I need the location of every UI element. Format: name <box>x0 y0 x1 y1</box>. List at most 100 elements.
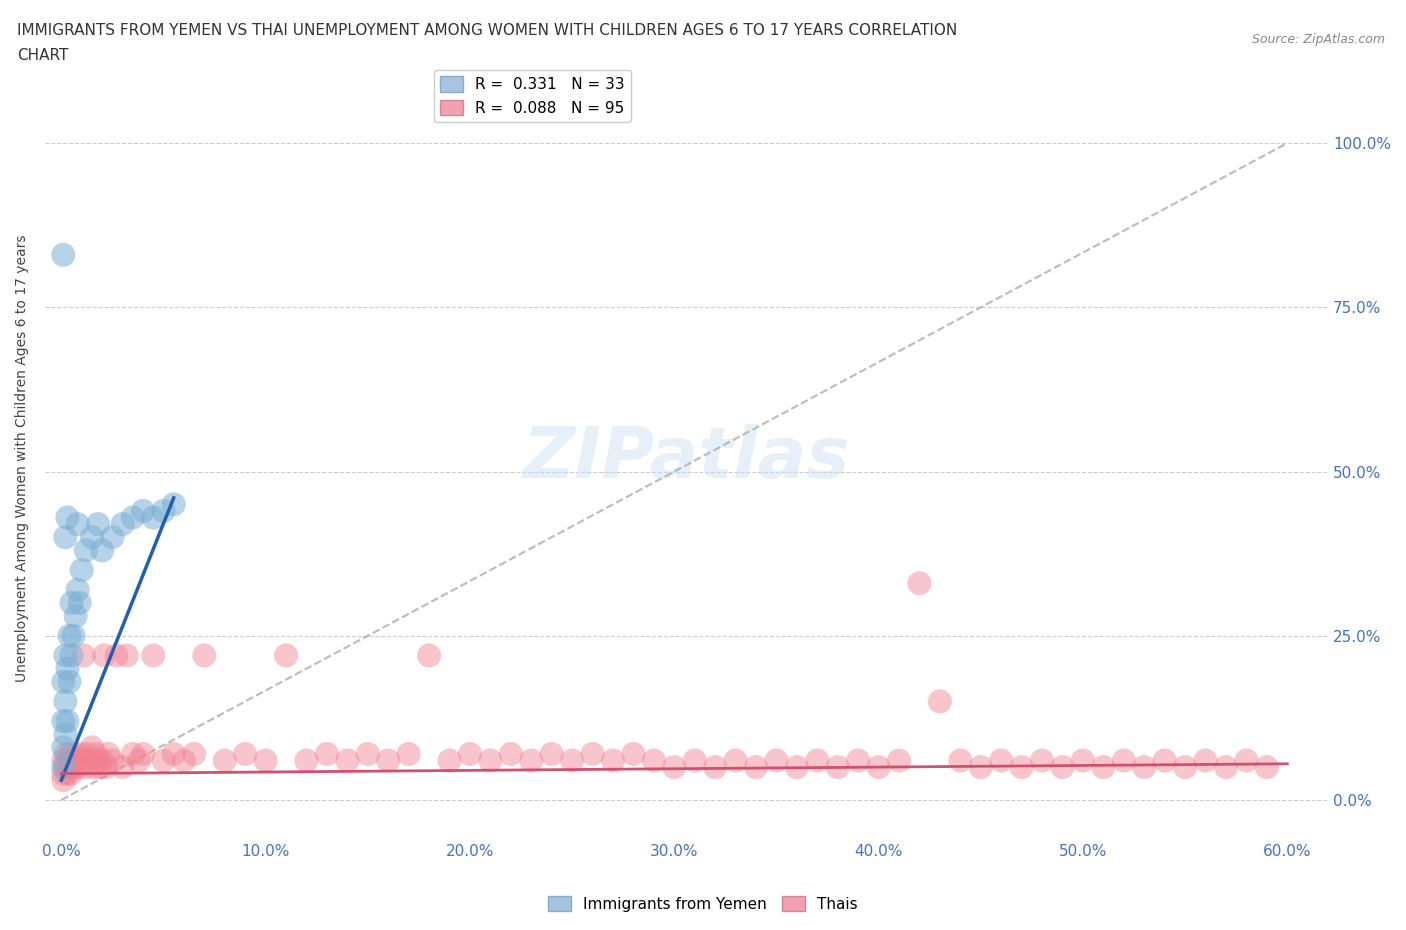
Point <box>929 694 952 709</box>
Point <box>868 760 890 775</box>
Point <box>152 753 174 768</box>
Point <box>295 753 318 768</box>
Point <box>56 713 79 728</box>
Point <box>60 753 83 768</box>
Point <box>132 503 155 518</box>
Point <box>115 648 138 663</box>
Point <box>60 595 83 610</box>
Point <box>623 747 645 762</box>
Point <box>398 747 420 762</box>
Point <box>520 753 543 768</box>
Point <box>101 530 124 545</box>
Point <box>80 740 103 755</box>
Point <box>1031 753 1053 768</box>
Point <box>602 753 624 768</box>
Point <box>70 753 93 768</box>
Point <box>69 595 91 610</box>
Point <box>58 760 80 775</box>
Point <box>66 760 89 775</box>
Point <box>163 497 186 512</box>
Point <box>52 674 75 689</box>
Point <box>56 510 79 525</box>
Point <box>142 510 165 525</box>
Point <box>66 582 89 597</box>
Point <box>111 517 134 532</box>
Point <box>745 760 768 775</box>
Point <box>581 747 603 762</box>
Point <box>664 760 686 775</box>
Point <box>80 530 103 545</box>
Point <box>183 747 205 762</box>
Point <box>827 760 849 775</box>
Point <box>56 766 79 781</box>
Point <box>89 760 111 775</box>
Point <box>111 760 134 775</box>
Point <box>96 760 118 775</box>
Point <box>62 760 84 775</box>
Point <box>55 760 77 775</box>
Point <box>83 760 105 775</box>
Point <box>1112 753 1135 768</box>
Point <box>336 753 359 768</box>
Point <box>62 629 84 644</box>
Point <box>887 753 910 768</box>
Point <box>93 648 115 663</box>
Point <box>357 747 380 762</box>
Point <box>1071 753 1094 768</box>
Point <box>724 753 747 768</box>
Point <box>1092 760 1115 775</box>
Point <box>97 747 120 762</box>
Legend: Immigrants from Yemen, Thais: Immigrants from Yemen, Thais <box>541 889 865 918</box>
Point <box>142 648 165 663</box>
Point <box>479 753 502 768</box>
Point <box>704 760 727 775</box>
Point <box>77 747 100 762</box>
Point <box>1133 760 1156 775</box>
Point <box>55 694 77 709</box>
Point <box>73 648 96 663</box>
Point <box>908 576 931 591</box>
Point <box>56 753 79 768</box>
Point <box>79 753 101 768</box>
Point <box>70 563 93 578</box>
Point <box>806 753 828 768</box>
Point <box>55 648 77 663</box>
Point <box>101 753 124 768</box>
Point <box>1256 760 1278 775</box>
Point <box>58 747 80 762</box>
Point <box>56 661 79 676</box>
Point <box>52 753 75 768</box>
Point <box>643 753 665 768</box>
Point <box>316 747 339 762</box>
Point <box>786 760 808 775</box>
Point <box>499 747 522 762</box>
Point <box>91 753 114 768</box>
Point <box>233 747 256 762</box>
Point <box>1194 753 1216 768</box>
Point <box>55 747 77 762</box>
Point <box>60 766 83 781</box>
Point <box>66 517 89 532</box>
Point <box>128 753 150 768</box>
Point <box>765 753 787 768</box>
Point <box>1234 753 1257 768</box>
Point <box>105 648 128 663</box>
Point <box>458 747 481 762</box>
Text: CHART: CHART <box>17 48 69 63</box>
Point <box>1052 760 1074 775</box>
Point <box>418 648 440 663</box>
Point <box>377 753 399 768</box>
Point <box>62 747 84 762</box>
Point <box>52 740 75 755</box>
Point <box>69 747 91 762</box>
Point <box>274 648 297 663</box>
Text: ZIPatlas: ZIPatlas <box>523 424 851 493</box>
Point <box>990 753 1012 768</box>
Point <box>75 760 97 775</box>
Point <box>55 530 77 545</box>
Point <box>214 753 236 768</box>
Point <box>52 766 75 781</box>
Point <box>254 753 277 768</box>
Point <box>65 753 87 768</box>
Y-axis label: Unemployment Among Women with Children Ages 6 to 17 years: Unemployment Among Women with Children A… <box>15 234 30 683</box>
